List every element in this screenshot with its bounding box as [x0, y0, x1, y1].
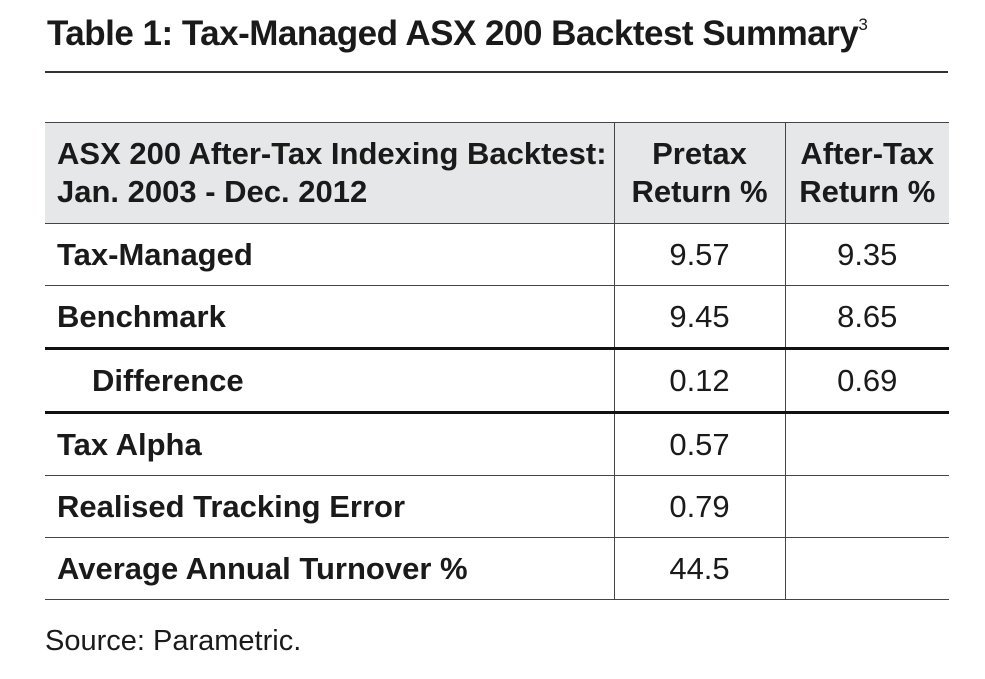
- header-aftertax-line1: After-Tax: [800, 136, 935, 171]
- table-title-text: Table 1: Tax-Managed ASX 200 Backtest Su…: [47, 14, 859, 53]
- row-label: Difference: [45, 347, 614, 413]
- row-label: Average Annual Turnover %: [45, 537, 614, 600]
- header-pretax-return: Pretax Return %: [613, 122, 785, 224]
- table-header-row: ASX 200 After-Tax Indexing Backtest: Jan…: [45, 122, 949, 224]
- table-row: Tax-Managed 9.57 9.35: [45, 223, 949, 286]
- title-divider: [45, 71, 948, 73]
- header-pretax-line2: Return %: [631, 174, 768, 209]
- footnote-marker: 3: [858, 15, 868, 35]
- row-label: Benchmark: [45, 285, 614, 349]
- pretax-value: 0.12: [613, 347, 785, 413]
- header-aftertax-return: After-Tax Return %: [784, 122, 949, 224]
- aftertax-value: 8.65: [784, 285, 949, 349]
- table-title: Table 1: Tax-Managed ASX 200 Backtest Su…: [47, 14, 868, 54]
- source-note: Source: Parametric.: [45, 625, 302, 657]
- row-label: Realised Tracking Error: [45, 475, 614, 538]
- row-label: Tax Alpha: [45, 411, 614, 476]
- aftertax-value: [784, 411, 949, 476]
- row-label: Tax-Managed: [45, 223, 614, 286]
- table-row: Realised Tracking Error 0.79: [45, 475, 949, 538]
- header-backtest-period: ASX 200 After-Tax Indexing Backtest: Jan…: [45, 122, 614, 224]
- aftertax-value: [784, 537, 949, 600]
- header-aftertax-line2: Return %: [799, 174, 936, 209]
- aftertax-value: [784, 475, 949, 538]
- aftertax-value: 0.69: [784, 347, 949, 413]
- pretax-value: 0.79: [613, 475, 785, 538]
- header-backtest-line1: ASX 200 After-Tax Indexing Backtest:: [57, 136, 607, 171]
- backtest-summary-table: ASX 200 After-Tax Indexing Backtest: Jan…: [45, 122, 949, 600]
- header-backtest-line2: Jan. 2003 - Dec. 2012: [57, 174, 368, 209]
- table-row: Tax Alpha 0.57: [45, 411, 949, 476]
- table-row: Average Annual Turnover % 44.5: [45, 537, 949, 600]
- table-row: Benchmark 9.45 8.65: [45, 285, 949, 349]
- pretax-value: 44.5: [613, 537, 785, 600]
- header-pretax-line1: Pretax: [652, 136, 747, 171]
- table-row: Difference 0.12 0.69: [45, 347, 949, 413]
- pretax-value: 9.57: [613, 223, 785, 286]
- pretax-value: 9.45: [613, 285, 785, 349]
- aftertax-value: 9.35: [784, 223, 949, 286]
- pretax-value: 0.57: [613, 411, 785, 476]
